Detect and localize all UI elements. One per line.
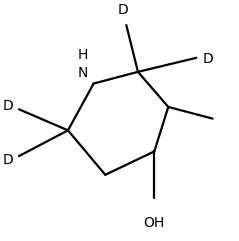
Text: D: D xyxy=(2,153,13,167)
Text: N: N xyxy=(78,66,88,80)
Text: H: H xyxy=(78,48,88,62)
Text: D: D xyxy=(202,52,213,66)
Text: D: D xyxy=(117,3,128,17)
Text: D: D xyxy=(2,99,13,113)
Text: OH: OH xyxy=(144,216,165,230)
